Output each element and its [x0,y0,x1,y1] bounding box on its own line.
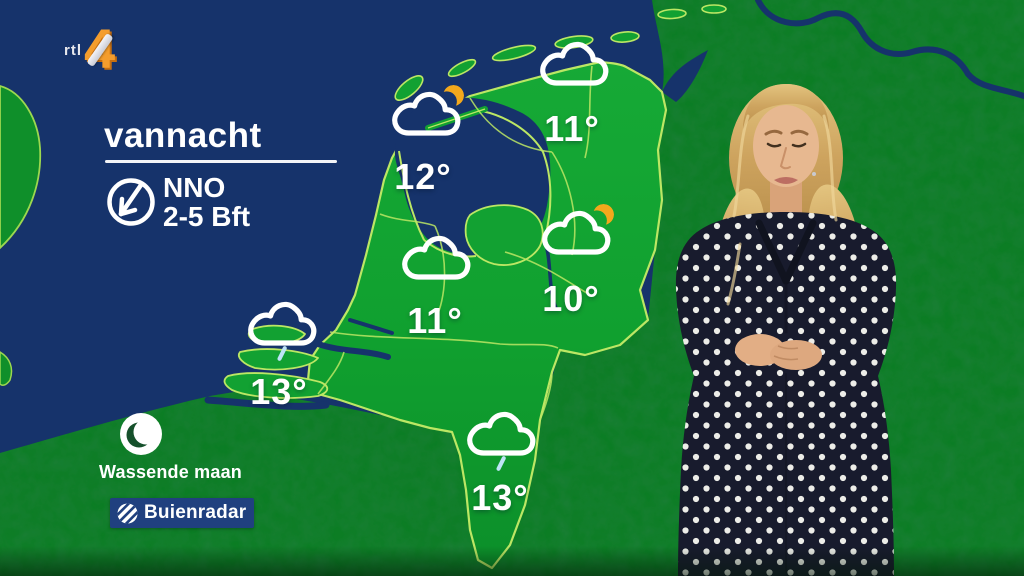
cloud-moon-icon [392,85,464,136]
cloud-icon [540,41,609,86]
wind-direction-icon [107,178,155,226]
weather-presenter [675,84,897,576]
province-borders [317,65,593,421]
rtl4-logo: rtl 4 [40,17,140,96]
buienradar-radar-icon [117,502,138,524]
wind-force-label: 2-5 Bft [163,201,251,232]
moon-phase-label: Wassende maan [99,462,242,482]
waxing-crescent-icon [120,413,162,455]
cloud-icon [402,235,471,280]
presenter-face [753,105,819,187]
noord-holland-east-coast [398,150,425,241]
temperature-friesland: 11° [544,108,600,149]
title-underline [105,160,337,163]
england-coast-fragment [0,351,13,386]
cloud-drizzle-icon [248,301,317,361]
presenter-hands [735,334,822,370]
dress-collar [755,219,817,573]
dollard-inlet [662,50,708,102]
presenter-fringe [743,84,829,130]
buienradar-logo-text: Buienradar [144,502,247,523]
flevoland-polder [464,204,544,266]
temperature-limburg: 13° [471,477,529,518]
presenter-dress [675,212,897,576]
buienradar-logo: Buienradar [110,498,254,528]
westerschelde-channel [204,396,330,410]
presenter-neck [770,178,802,221]
rtl-logo-text: rtl [64,42,82,59]
temperature-midden: 11° [407,300,463,341]
wind-direction-label: NNO [163,172,226,203]
presenter-face-features [764,129,816,184]
friesland-west-coast [481,110,552,239]
forecast-period-title: vannacht [104,116,262,155]
hair-highlights [726,114,838,306]
cloud-moon-icon [542,204,614,255]
cloud-drizzle-icon [467,411,536,471]
river-ems [755,0,1024,99]
england-coast [0,85,42,250]
temperature-zuidwest: 13° [250,371,308,412]
wadden-islands [394,4,727,101]
temperature-oost: 10° [542,278,600,319]
temperature-noord-holland: 12° [394,156,452,197]
bottom-vignette [0,546,1024,576]
